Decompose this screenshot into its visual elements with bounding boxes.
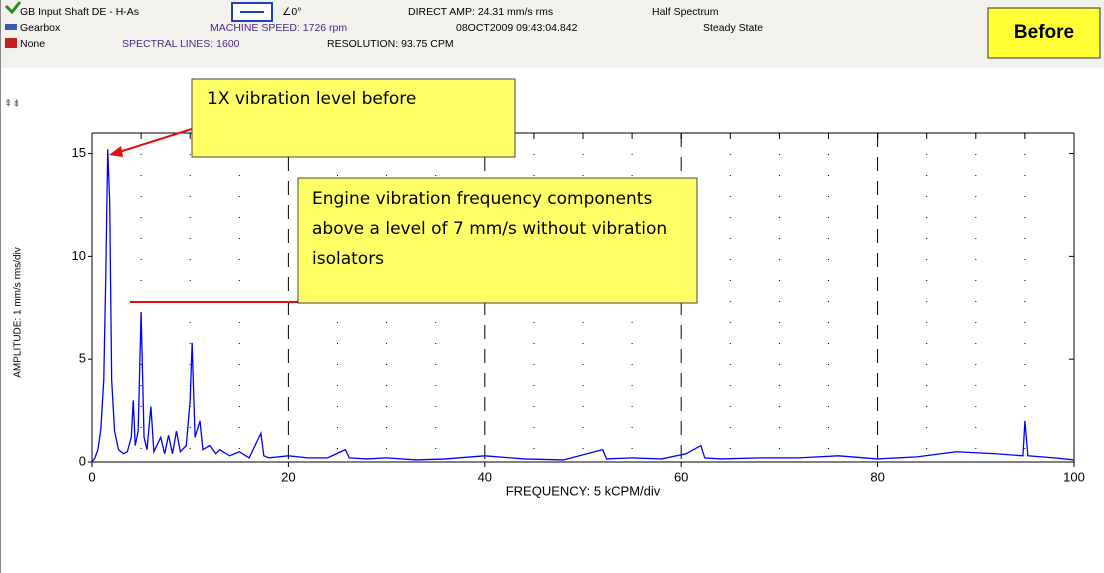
point-icon	[4, 1, 22, 15]
zoom-icons: ⇞⇟	[4, 99, 21, 110]
machine-icon	[5, 24, 17, 30]
annotation-box	[191, 78, 516, 158]
annotation-wrap: Engine vibration frequency components ab…	[312, 189, 668, 269]
y-axis-label: AMPLITUDE: 1 mm/s rms/div	[13, 247, 24, 378]
y-tick-label: 15	[72, 145, 86, 160]
direct-amp: DIRECT AMP: 24.31 mm/s rms	[408, 6, 553, 18]
note-icon	[5, 38, 17, 48]
arrow-head	[109, 146, 123, 157]
resolution: RESOLUTION: 93.75 CPM	[327, 38, 454, 50]
y-tick-label: 5	[79, 351, 86, 366]
x-tick-label: 100	[1063, 469, 1085, 484]
state: Steady State	[703, 22, 763, 34]
note: None	[20, 38, 45, 50]
y-tick-label: 10	[72, 248, 86, 263]
x-tick-label: 20	[281, 469, 295, 484]
x-tick-label: 40	[478, 469, 492, 484]
spectrum-type: Half Spectrum	[652, 6, 719, 18]
machine-name: Gearbox	[20, 22, 61, 34]
x-tick-label: 0	[88, 469, 95, 484]
header-bar	[0, 0, 1104, 68]
x-axis-label: FREQUENCY: 5 kCPM/div	[506, 483, 661, 498]
timestamp: 08OCT2009 09:43:04.842	[456, 22, 578, 34]
phase: ∠0°	[282, 6, 301, 18]
x-tick-label: 60	[674, 469, 688, 484]
annotation: Engine vibration frequency components ab…	[312, 189, 668, 269]
machine-speed: MACHINE SPEED: 1726 rpm	[210, 22, 347, 34]
window-edge	[0, 0, 1, 573]
plot: 0 20 40 60 80 100 0 5 10 15 FREQUENCY: 5 kCPM/div A…	[13, 132, 1085, 498]
badge: Before	[1014, 22, 1074, 43]
spectral-lines: SPECTRAL LINES: 1600	[122, 38, 240, 50]
spectrum-line	[91, 149, 1075, 463]
point-name: GB Input Shaft DE - H-As	[20, 6, 139, 18]
x-tick-label: 80	[870, 469, 884, 484]
badge-box	[987, 7, 1101, 59]
annotation: 1X vibration level before	[207, 89, 416, 109]
y-tick-label: 0	[79, 453, 86, 468]
annotation-box	[297, 177, 698, 304]
arrow-shaft	[115, 127, 196, 154]
